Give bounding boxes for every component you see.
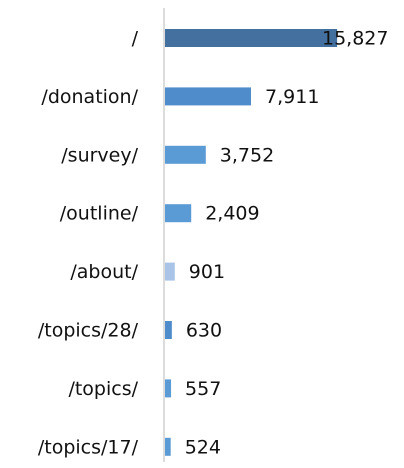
category-label: /donation/ [41, 86, 138, 108]
category-label: /about/ [70, 261, 138, 283]
bar [165, 204, 192, 223]
value-label: 557 [185, 378, 221, 400]
category-label: /topics/28/ [38, 320, 139, 342]
value-label: 15,827 [322, 28, 388, 50]
value-label: 630 [186, 320, 222, 342]
bar [165, 437, 171, 456]
category-label: / [132, 28, 139, 50]
bar [165, 262, 175, 281]
category-label: /topics/17/ [38, 436, 139, 458]
category-label: /topics/ [68, 378, 138, 400]
category-label: /outline/ [60, 203, 139, 225]
bar [165, 29, 338, 47]
bar [165, 87, 252, 106]
value-label: 901 [189, 261, 225, 283]
bar [165, 321, 172, 339]
value-label: 3,752 [220, 144, 274, 166]
bar [165, 145, 206, 164]
bar [165, 379, 172, 398]
value-label: 7,911 [265, 86, 319, 108]
value-label: 2,409 [205, 203, 259, 225]
category-label: /survey/ [61, 144, 138, 166]
value-label: 524 [185, 436, 221, 458]
